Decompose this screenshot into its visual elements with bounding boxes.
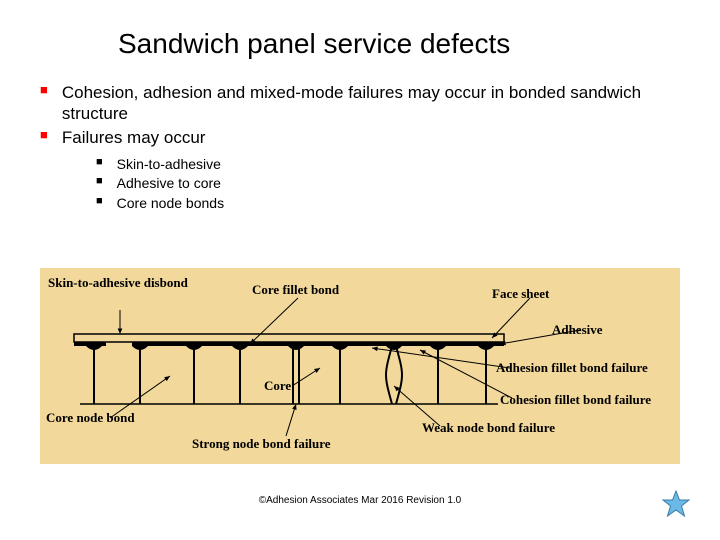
sub-bullet-text: Adhesive to core (117, 175, 221, 193)
bullet-marker-icon: ■ (40, 127, 48, 143)
page-title: Sandwich panel service defects (118, 28, 680, 60)
sub-bullet-item: ■ Adhesive to core (96, 175, 680, 193)
bullet-item: ■ Cohesion, adhesion and mixed-mode fail… (40, 82, 680, 125)
sub-bullet-list: ■ Skin-to-adhesive ■ Adhesive to core ■ … (96, 156, 680, 213)
sandwich-diagram: Skin-to-adhesive disbond Core fillet bon… (40, 268, 680, 464)
star-icon (662, 490, 690, 518)
bullet-item: ■ Failures may occur (40, 127, 680, 148)
label-face-sheet: Face sheet (492, 286, 549, 302)
sub-bullet-item: ■ Core node bonds (96, 195, 680, 213)
label-adhesion-fillet-failure: Adhesion fillet bond failure (496, 360, 648, 376)
star-shape (663, 491, 689, 516)
bullet-marker-icon: ■ (96, 195, 103, 209)
sub-bullet-text: Skin-to-adhesive (117, 156, 221, 174)
label-core: Core (264, 378, 291, 394)
bullet-marker-icon: ■ (96, 156, 103, 170)
sub-bullet-text: Core node bonds (117, 195, 224, 213)
slide: Sandwich panel service defects ■ Cohesio… (0, 0, 720, 540)
label-cohesion-fillet-failure: Cohesion fillet bond failure (500, 392, 651, 408)
label-weak-node-failure: Weak node bond failure (422, 420, 555, 436)
label-adhesive: Adhesive (552, 322, 603, 338)
bullet-text: Cohesion, adhesion and mixed-mode failur… (62, 82, 680, 125)
label-core-fillet-bond: Core fillet bond (252, 282, 339, 298)
bullet-list: ■ Cohesion, adhesion and mixed-mode fail… (40, 82, 680, 212)
label-core-node-bond: Core node bond (46, 410, 135, 426)
bullet-marker-icon: ■ (40, 82, 48, 98)
label-skin-to-adhesive-disbond: Skin-to-adhesive disbond (48, 276, 198, 291)
bullet-text: Failures may occur (62, 127, 206, 148)
footer-copyright: ©Adhesion Associates Mar 2016 Revision 1… (0, 495, 720, 506)
bullet-marker-icon: ■ (96, 175, 103, 189)
label-strong-node-failure: Strong node bond failure (192, 436, 331, 452)
sub-bullet-item: ■ Skin-to-adhesive (96, 156, 680, 174)
